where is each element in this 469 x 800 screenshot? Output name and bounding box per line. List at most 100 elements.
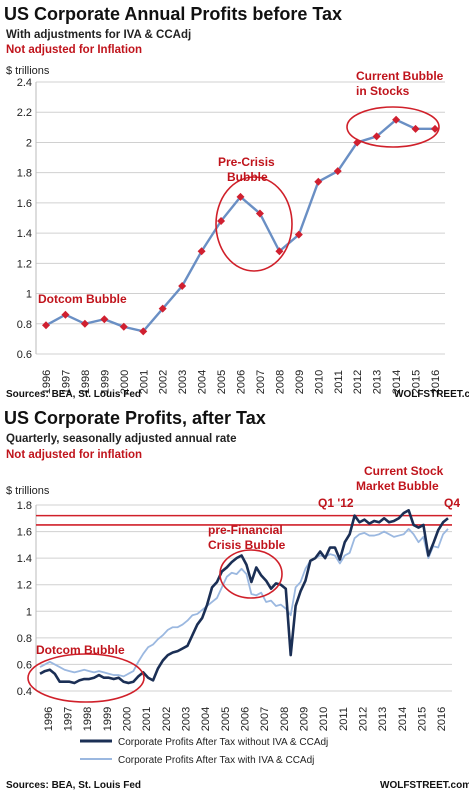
chart-1: US Corporate Annual Profits before Tax W… (4, 4, 469, 400)
chart-2-annotation-current-line1: Current Stock (364, 464, 444, 478)
chart-1-y-ticks: 0.6 0.8 1 1.2 1.4 1.6 1.8 2 2.2 2.4 (17, 77, 32, 361)
chart-2-annotation-q1-12: Q1 '12 (318, 496, 354, 510)
chart-1-data-point (431, 124, 439, 133)
chart-2-y-tick-label: 0.4 (17, 686, 32, 698)
chart-2-reference-lines (36, 514, 452, 526)
chart-2-note: Not adjusted for inflation (6, 449, 142, 461)
chart-1-y-tick-label: 1.2 (17, 258, 32, 270)
chart-2-y-tick-label: 0.8 (17, 633, 32, 645)
chart-1-x-tick-label: 2012 (352, 370, 364, 394)
chart-1-data-point (178, 282, 187, 290)
chart-2-title: US Corporate Profits, after Tax (4, 408, 266, 428)
chart-1-x-tick-label: 2004 (197, 370, 209, 394)
chart-2-x-tick-label: 2011 (338, 707, 350, 731)
chart-2-y-ticks: 0.4 0.6 0.8 1 1.2 1.4 1.6 1.8 (17, 500, 32, 698)
chart-1-data-point (80, 319, 89, 328)
chart-2-x-tick-label: 2014 (397, 707, 409, 731)
chart-2-x-tick-label: 2003 (181, 707, 193, 731)
chart-2-legend: Corporate Profits After Tax without IVA … (80, 737, 328, 766)
chart-2-x-tick-label: 2016 (436, 707, 448, 731)
chart-1-data-point (236, 192, 245, 201)
chart-2-y-tick-label: 0.6 (17, 659, 32, 671)
chart-1-data-point (139, 327, 148, 336)
chart-1-precrisis-circle (215, 176, 293, 272)
chart-1-x-tick-label: 1997 (60, 370, 72, 394)
chart-2-watermark: WOLFSTREET.com (380, 780, 469, 791)
chart-1-y-tick-label: 2 (26, 137, 32, 149)
chart-1-data-point (119, 322, 128, 331)
legend-label-without-iva: Corporate Profits After Tax without IVA … (118, 737, 328, 748)
chart-2-x-tick-label: 2002 (161, 707, 173, 731)
chart-1-data-point (42, 321, 50, 330)
chart-1-x-tick-label: 2001 (138, 370, 150, 394)
chart-2-x-tick-label: 2008 (279, 707, 291, 731)
chart-1-data-point (61, 310, 70, 319)
chart-2-series (39, 509, 449, 685)
chart-2-series-with-iva (39, 528, 449, 678)
chart-2-source: Sources: BEA, St. Louis Fed (6, 780, 141, 791)
chart-1-annotation-dotcom: Dotcom Bubble (38, 292, 127, 306)
chart-2-x-tick-label: 2001 (141, 707, 153, 731)
chart-1-x-tick-label: 2002 (158, 370, 170, 394)
chart-2-annotation-precrisis: pre-Financial Crisis Bubble (208, 523, 286, 552)
chart-1-x-tick-label: 2008 (274, 370, 286, 394)
chart-1-data-point (392, 115, 401, 124)
chart-2-x-ticks: 1996 1997 1998 1999 2000 2001 2002 2003 2004 2005… (43, 707, 448, 731)
chart-1-annotation-current-line1: Current Bubble (356, 69, 444, 83)
chart-1-y-tick-label: 1 (26, 289, 32, 301)
chart-1-annotation-current: Current Bubble in Stocks (356, 69, 447, 98)
chart-2-ylabel: $ trillions (6, 485, 50, 497)
chart-1-x-tick-label: 1999 (99, 370, 111, 394)
chart-1-y-tick-label: 2.2 (17, 107, 32, 119)
chart-2-series-without-iva (39, 509, 449, 685)
chart-1-x-tick-label: 2010 (313, 370, 325, 394)
chart-1-data-point (217, 217, 226, 226)
chart-2-x-tick-label: 2006 (239, 707, 251, 731)
chart-1-x-tick-label: 2006 (236, 370, 248, 394)
chart-2-x-tick-label: 2005 (220, 707, 232, 731)
chart-2-x-tick-label: 2007 (259, 707, 271, 731)
chart-1-ylabel: $ trillions (6, 65, 50, 77)
chart-1-y-tick-label: 0.6 (17, 349, 32, 361)
chart-2-annotation-dotcom: Dotcom Bubble (36, 643, 125, 657)
chart-1-note: Not adjusted for Inflation (6, 44, 142, 56)
chart-1-y-tick-label: 2.4 (17, 77, 32, 89)
chart-1-x-tick-label: 2011 (333, 370, 345, 394)
chart-1-data-point (372, 132, 381, 141)
chart-1-data-point (255, 209, 264, 218)
chart-2: US Corporate Profits, after Tax Quarterl… (4, 408, 469, 791)
chart-1-current-circle (346, 106, 440, 148)
chart-1-x-tick-label: 1996 (41, 370, 53, 394)
chart-2-subtitle: Quarterly, seasonally adjusted annual ra… (6, 433, 237, 445)
chart-2-annotation-q4: Q4 (444, 496, 460, 510)
chart-1-watermark: WOLFSTREET.com (394, 389, 469, 400)
chart-2-x-tick-label: 2010 (318, 707, 330, 731)
chart-1-x-tick-label: 2009 (294, 370, 306, 394)
chart-1-title: US Corporate Annual Profits before Tax (4, 4, 342, 24)
chart-1-data-point (333, 167, 342, 176)
chart-1-y-tick-label: 1.4 (17, 228, 32, 240)
chart-1-x-tick-label: 2013 (372, 370, 384, 394)
chart-2-y-tick-label: 1 (26, 606, 32, 618)
chart-1-x-tick-label: 2005 (216, 370, 228, 394)
chart-1-annotation-current-line2: in Stocks (356, 84, 410, 98)
chart-1-data-point (158, 304, 167, 313)
chart-1-data-point (100, 315, 109, 324)
chart-1-x-tick-label: 2014 (391, 370, 403, 394)
chart-2-x-tick-label: 1999 (102, 707, 114, 731)
chart-1-y-tick-label: 0.8 (17, 319, 32, 331)
chart-2-precrisis-circle (219, 549, 283, 599)
chart-1-data-point (411, 124, 420, 133)
chart-2-annotation-current-line2: Market Bubble (356, 479, 439, 493)
chart-1-data-point (197, 247, 206, 256)
chart-2-x-tick-label: 2013 (377, 707, 389, 731)
chart-2-x-tick-label: 2000 (122, 707, 134, 731)
chart-1-gridlines (35, 81, 445, 355)
chart-1-x-tick-label: 2000 (119, 370, 131, 394)
chart-1-annotation-precrisis-line1: Pre-Crisis (218, 155, 275, 169)
chart-1-annotation-precrisis-line2: Bubble (227, 170, 268, 184)
chart-2-y-tick-label: 1.6 (17, 527, 32, 539)
chart-2-y-tick-label: 1.2 (17, 580, 32, 592)
chart-2-x-tick-label: 2012 (357, 707, 369, 731)
